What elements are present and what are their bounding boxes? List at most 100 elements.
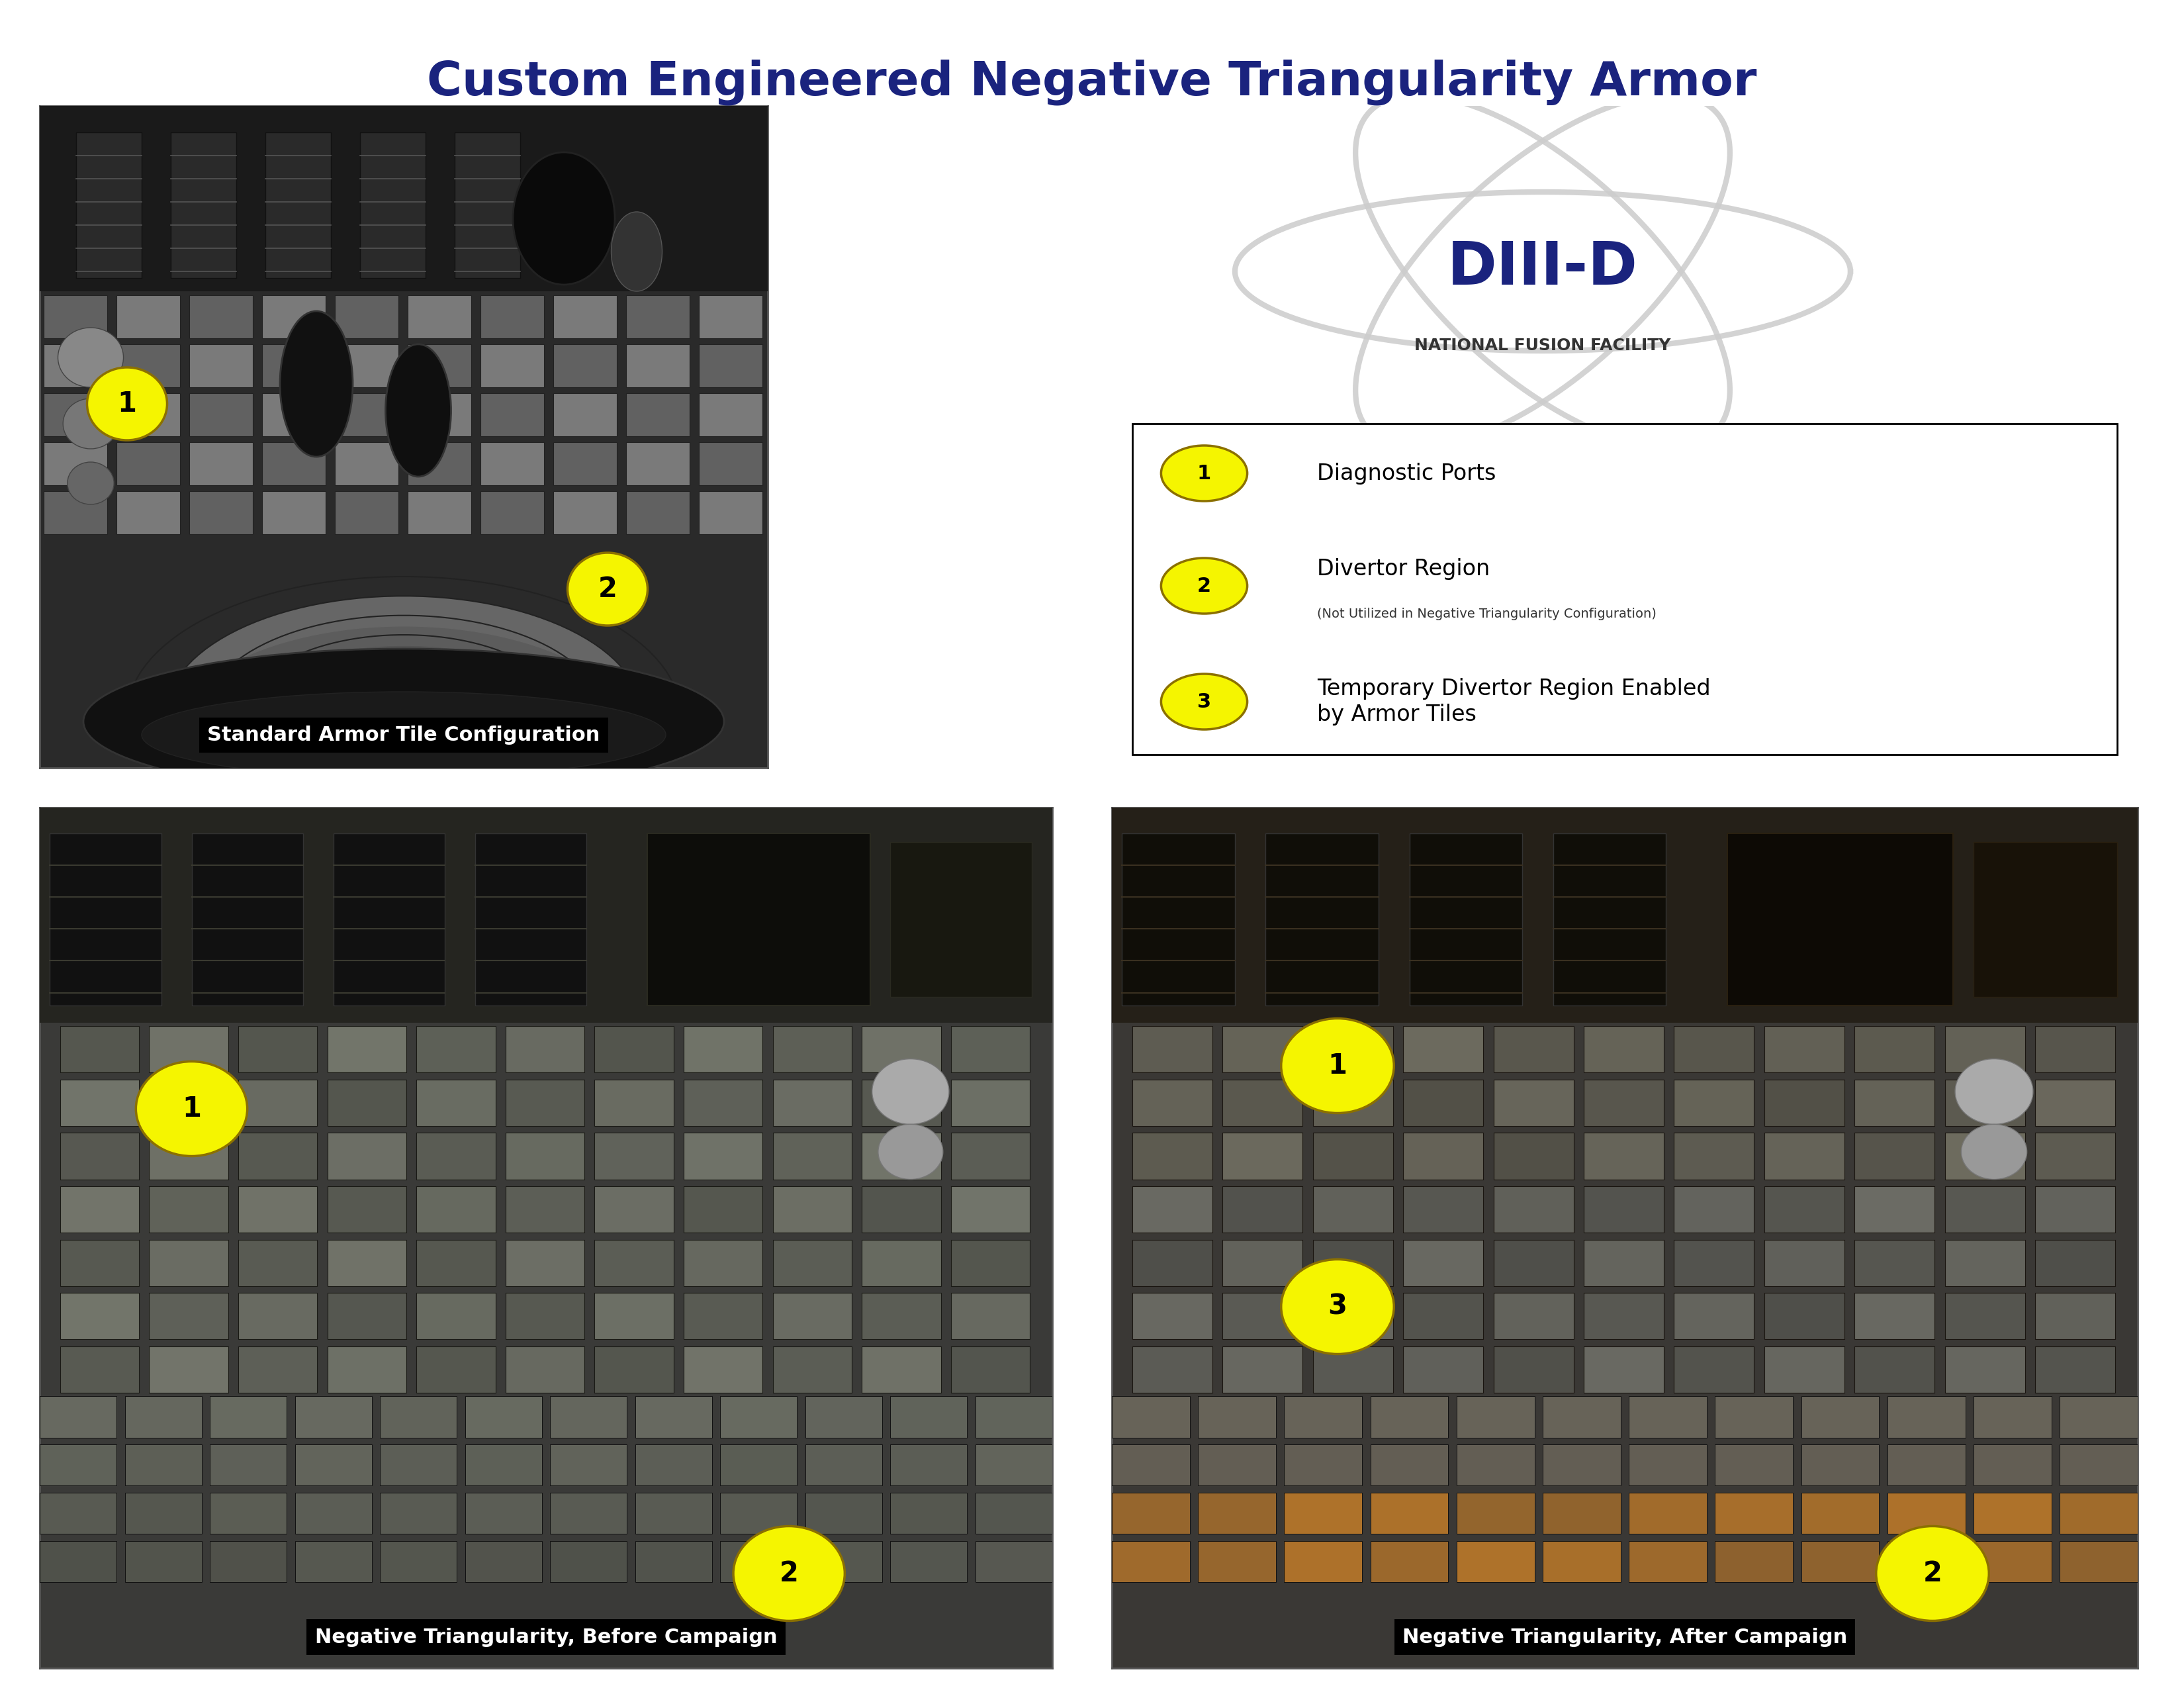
Bar <box>262 295 325 338</box>
Bar <box>1112 1396 1190 1438</box>
Bar <box>417 1293 496 1339</box>
Bar <box>594 1187 673 1232</box>
Bar <box>950 1026 1031 1072</box>
Text: Divertor Region: Divertor Region <box>1317 559 1489 581</box>
Bar <box>684 1026 762 1072</box>
Bar <box>721 1396 797 1438</box>
Bar <box>505 1347 585 1393</box>
Circle shape <box>1282 1018 1393 1112</box>
Bar <box>334 393 400 436</box>
Bar <box>1131 1347 1212 1393</box>
Bar <box>1765 1080 1843 1126</box>
Bar <box>2035 1133 2114 1180</box>
Bar <box>1629 1445 1708 1485</box>
Bar <box>553 393 618 436</box>
Circle shape <box>1162 674 1247 729</box>
Bar <box>1223 1026 1302 1072</box>
Bar <box>380 1396 456 1438</box>
Bar <box>806 1396 882 1438</box>
Bar <box>1944 1347 2025 1393</box>
Bar <box>1629 1492 1708 1534</box>
Bar <box>1494 1239 1572 1286</box>
Text: 1: 1 <box>181 1096 201 1123</box>
Bar <box>149 1187 227 1232</box>
Bar <box>1974 1445 2051 1485</box>
Bar <box>465 1445 542 1485</box>
Bar <box>553 344 618 387</box>
FancyBboxPatch shape <box>1131 424 2116 755</box>
Bar <box>124 1492 201 1534</box>
Bar <box>1402 1347 1483 1393</box>
Bar <box>1223 1080 1302 1126</box>
Bar <box>950 1239 1031 1286</box>
Bar <box>149 1080 227 1126</box>
Circle shape <box>135 1062 247 1156</box>
Bar <box>1583 1026 1664 1072</box>
Bar <box>505 1026 585 1072</box>
Bar <box>480 295 544 338</box>
Bar <box>465 1396 542 1438</box>
Bar <box>328 1347 406 1393</box>
Bar <box>1765 1187 1843 1232</box>
Bar <box>328 1026 406 1072</box>
Bar <box>1313 1347 1393 1393</box>
Bar <box>1494 1026 1572 1072</box>
Bar <box>295 1541 371 1582</box>
Bar <box>1944 1026 2025 1072</box>
Bar <box>550 1445 627 1485</box>
Bar <box>1974 1541 2051 1582</box>
Bar <box>1313 1239 1393 1286</box>
Bar <box>1583 1080 1664 1126</box>
Bar <box>891 1396 968 1438</box>
Bar <box>1765 1133 1843 1180</box>
Circle shape <box>1162 446 1247 501</box>
Bar <box>806 1541 882 1582</box>
Bar <box>891 1541 968 1582</box>
Bar <box>480 344 544 387</box>
Bar <box>1854 1133 1935 1180</box>
Bar <box>262 393 325 436</box>
Bar <box>1854 1026 1935 1072</box>
Bar <box>380 1541 456 1582</box>
Bar <box>2035 1187 2114 1232</box>
Bar <box>1802 1396 1878 1438</box>
Bar <box>1402 1133 1483 1180</box>
Bar <box>1199 1445 1275 1485</box>
Bar <box>59 1293 140 1339</box>
Bar <box>684 1239 762 1286</box>
Bar <box>1887 1445 1966 1485</box>
Circle shape <box>1876 1526 1990 1620</box>
Bar <box>2060 1445 2138 1485</box>
Circle shape <box>87 368 168 441</box>
Bar <box>328 1133 406 1180</box>
Circle shape <box>1282 1259 1393 1354</box>
Bar <box>1854 1239 1935 1286</box>
Bar <box>1457 1492 1535 1534</box>
Bar <box>1542 1492 1621 1534</box>
Bar <box>1494 1187 1572 1232</box>
Bar <box>1802 1445 1878 1485</box>
Text: DIII-D: DIII-D <box>1448 240 1638 297</box>
Bar <box>1313 1026 1393 1072</box>
Text: 2: 2 <box>780 1560 799 1587</box>
Bar <box>238 1080 317 1126</box>
Bar <box>1284 1541 1363 1582</box>
Bar <box>417 1347 496 1393</box>
Text: 3: 3 <box>1328 1293 1348 1320</box>
Bar <box>1457 1445 1535 1485</box>
Bar <box>1123 834 1234 1006</box>
Bar <box>950 1293 1031 1339</box>
Bar <box>408 491 472 533</box>
Bar <box>1284 1396 1363 1438</box>
Bar <box>505 1133 585 1180</box>
Bar <box>1887 1492 1966 1534</box>
Bar <box>627 442 690 484</box>
Bar <box>380 1445 456 1485</box>
Bar <box>1765 1239 1843 1286</box>
Bar <box>699 295 762 338</box>
Bar <box>417 1133 496 1180</box>
Bar <box>238 1293 317 1339</box>
Bar <box>1629 1396 1708 1438</box>
Bar <box>1313 1293 1393 1339</box>
Bar <box>295 1396 371 1438</box>
